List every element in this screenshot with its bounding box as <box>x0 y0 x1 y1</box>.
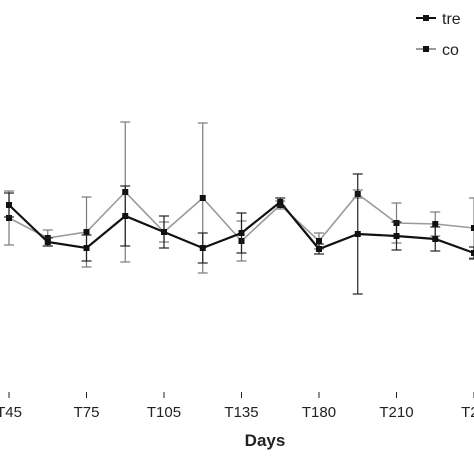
legend-marker-control <box>423 46 429 52</box>
x-axis-title: Days <box>245 431 286 450</box>
data-point-control <box>6 215 12 221</box>
legend: tre co <box>416 11 461 59</box>
x-tick-label: T210 <box>379 404 413 421</box>
x-tick-label: T75 <box>74 404 100 421</box>
data-point-treatment <box>316 246 322 252</box>
data-point-treatment <box>199 245 206 251</box>
data-point-treatment <box>6 202 12 208</box>
data-point-control <box>199 195 206 201</box>
data-point-treatment <box>83 245 90 251</box>
data-point-treatment <box>393 233 400 239</box>
data-point-control <box>316 238 322 244</box>
data-point-treatment <box>471 250 474 256</box>
legend-item-control: co <box>416 42 459 59</box>
legend-label-control: co <box>442 42 459 59</box>
series-control <box>4 121 474 274</box>
series-treatment <box>4 173 474 295</box>
data-point-control <box>432 221 439 227</box>
data-point-treatment <box>161 229 167 235</box>
data-point-treatment <box>354 231 361 237</box>
data-point-treatment <box>44 239 51 245</box>
series-layer <box>4 121 474 295</box>
legend-label-treatment: tre <box>442 11 461 28</box>
data-point-treatment <box>122 213 129 219</box>
x-tick-label: T24 <box>461 404 474 421</box>
x-tick-label: T135 <box>224 404 258 421</box>
data-point-control <box>471 225 474 231</box>
data-point-treatment <box>432 236 439 242</box>
legend-marker-treatment <box>423 15 429 21</box>
legend-item-treatment: tre <box>416 11 461 28</box>
data-point-treatment <box>277 199 284 205</box>
x-tick-label: T45 <box>0 404 22 421</box>
data-point-control <box>83 229 90 235</box>
x-tick-label: T105 <box>147 404 181 421</box>
data-point-treatment <box>238 230 245 236</box>
x-axis: T45 T75 T105 T135 T180 T210 T24 <box>0 392 474 421</box>
x-tick-label: T180 <box>302 404 336 421</box>
